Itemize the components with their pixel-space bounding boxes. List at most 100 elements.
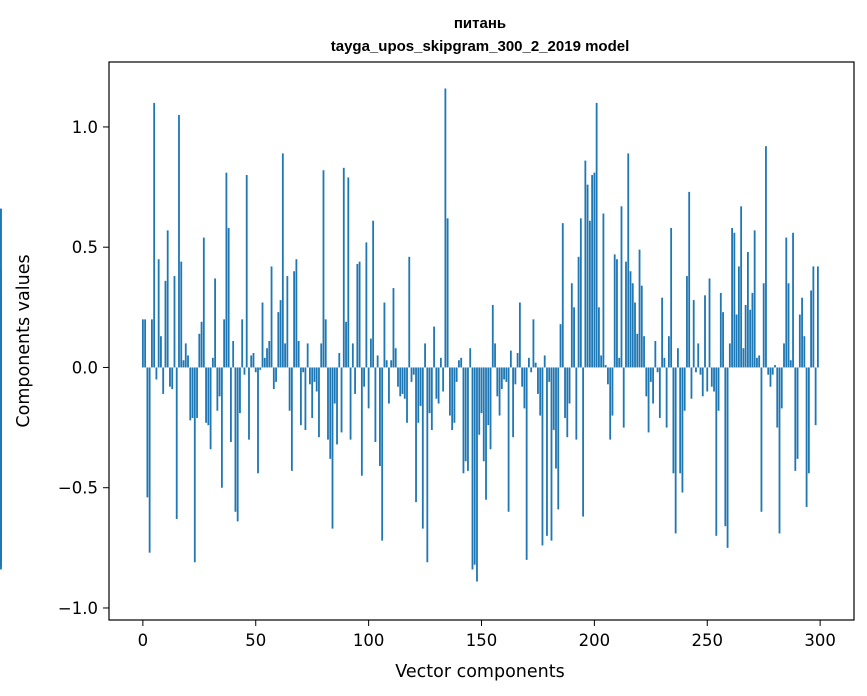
bar — [360, 367, 363, 476]
bar — [776, 367, 779, 428]
bar — [667, 336, 670, 368]
y-axis-ticks: −1.0 −0.5 0.0 0.5 1.0 — [58, 118, 109, 618]
bar — [419, 367, 422, 406]
bar — [789, 360, 792, 368]
bar — [810, 290, 813, 368]
bar — [155, 367, 158, 380]
bar — [467, 367, 469, 471]
bar — [367, 367, 370, 409]
bar — [769, 367, 772, 387]
bar — [559, 324, 562, 368]
x-tick-label: 300 — [804, 631, 836, 650]
bar — [182, 360, 185, 368]
bar — [356, 264, 359, 368]
bar — [442, 367, 445, 392]
bar — [214, 278, 217, 368]
chart-subtitle: tayga_upos_skipgram_300_2_2019 model — [331, 38, 630, 55]
x-axis-label: Vector components — [395, 662, 564, 682]
bar — [787, 283, 790, 368]
bar — [408, 256, 411, 368]
bar — [541, 367, 544, 546]
bar — [733, 232, 736, 368]
bar — [631, 283, 634, 368]
bar — [379, 367, 381, 467]
bar — [487, 367, 490, 426]
bar — [374, 367, 377, 443]
bar — [496, 367, 499, 397]
bar — [539, 367, 542, 416]
bar — [178, 114, 180, 368]
bar — [728, 343, 731, 368]
bar — [458, 360, 460, 368]
bar — [200, 321, 203, 368]
bar — [187, 355, 189, 368]
bar — [406, 367, 408, 423]
bar — [162, 367, 165, 394]
bar — [232, 341, 235, 368]
bar — [462, 367, 465, 474]
bar — [166, 230, 169, 368]
bar — [783, 343, 785, 368]
bar — [573, 307, 575, 368]
bar — [564, 367, 566, 418]
bar — [252, 353, 255, 368]
bar — [250, 355, 253, 368]
bar — [403, 367, 406, 399]
bar — [351, 343, 354, 368]
bar — [390, 360, 393, 368]
bar — [315, 367, 318, 392]
bar — [455, 367, 458, 382]
bar — [690, 367, 693, 399]
bar — [627, 153, 630, 368]
bar — [205, 367, 207, 423]
bar — [724, 367, 727, 527]
bar — [259, 367, 262, 370]
bar — [561, 223, 564, 368]
bar — [582, 367, 584, 517]
bar — [439, 357, 442, 368]
bar — [577, 256, 580, 368]
bar — [254, 367, 257, 373]
bar — [674, 367, 677, 534]
bar — [327, 367, 329, 440]
bar — [753, 230, 756, 368]
bar — [805, 367, 808, 507]
bar — [801, 297, 803, 368]
x-tick-label: 150 — [466, 631, 498, 650]
bar — [636, 333, 639, 368]
bar — [225, 172, 228, 368]
bar — [548, 367, 551, 382]
bar — [602, 213, 605, 368]
bar — [534, 362, 537, 368]
bar — [223, 319, 226, 368]
x-axis-ticks: 0 50 100 150 200 250 300 — [138, 620, 836, 650]
bar — [311, 367, 314, 418]
bar — [740, 206, 743, 368]
bar — [595, 102, 598, 368]
bar — [248, 367, 250, 440]
bar — [593, 172, 596, 368]
bar — [340, 367, 343, 433]
bar — [191, 367, 194, 418]
bar — [304, 367, 307, 430]
bar — [625, 261, 627, 368]
bar — [164, 280, 167, 368]
bar — [381, 367, 384, 541]
bar — [234, 367, 237, 512]
x-tick-label: 250 — [692, 631, 724, 650]
bar — [410, 367, 413, 382]
bar — [263, 357, 266, 368]
bar — [756, 357, 758, 368]
bar — [518, 302, 521, 368]
bar — [146, 367, 149, 498]
bar — [500, 367, 503, 390]
bar — [697, 343, 700, 368]
bar — [494, 343, 496, 368]
bar — [148, 367, 151, 553]
bar — [616, 259, 618, 368]
bar — [794, 367, 797, 471]
bar — [279, 300, 282, 368]
bar — [780, 367, 783, 409]
bar — [451, 367, 454, 430]
